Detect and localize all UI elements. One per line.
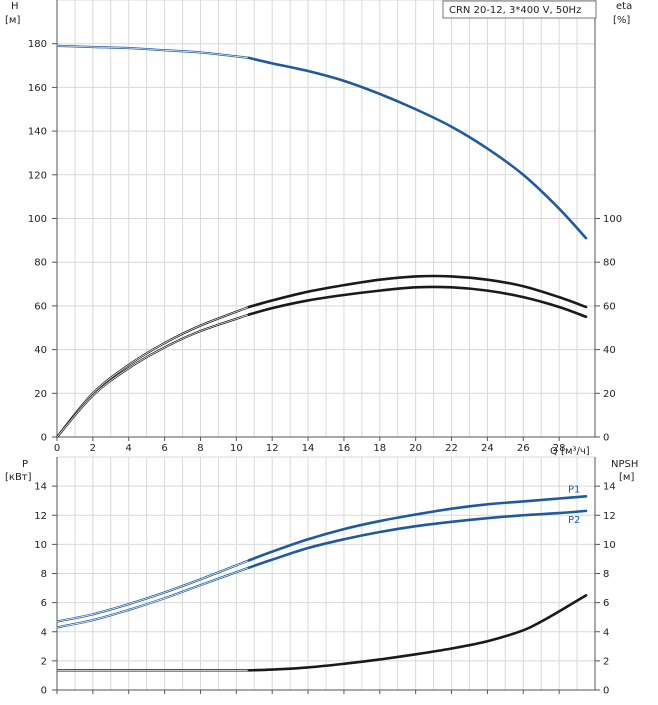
y-tick-label-left-bottom: 10 (34, 540, 47, 551)
curves (57, 46, 586, 670)
eta-upper-curve-extrapolated-inner (57, 307, 249, 437)
eta-upper-curve-extrapolated-outline (57, 307, 249, 437)
bottom-right-axis-title: NPSH (611, 459, 638, 470)
p1-curve-extrapolated-inner (57, 560, 249, 621)
x-axis-label: Q [м³/ч] (550, 446, 590, 457)
x-tick-label: 6 (161, 443, 167, 454)
x-tick-label: 8 (197, 443, 203, 454)
y-tick-label-right-bottom: 14 (603, 482, 616, 493)
h-curve-extrapolated-outline (57, 46, 249, 58)
y-tick-label-right-bottom: 10 (603, 540, 616, 551)
y-tick-label-left-bottom: 0 (41, 686, 47, 697)
y-tick-label-left-top: 100 (28, 214, 47, 225)
top-left-axis-title: H (11, 1, 19, 12)
y-tick-label-left-bottom: 8 (41, 569, 47, 580)
p1-label: P1 (568, 484, 580, 495)
y-tick-label-right-bottom: 4 (603, 627, 609, 638)
x-tick-label: 24 (481, 443, 494, 454)
legend-text: CRN 20-12, 3*400 V, 50Hz (449, 5, 581, 16)
p1-curve-extrapolated-outline (57, 560, 249, 621)
y-tick-label-left-top: 160 (28, 83, 47, 94)
y-tick-label-left-bottom: 2 (41, 656, 47, 667)
x-tick-label: 16 (338, 443, 351, 454)
x-tick-label: 12 (266, 443, 279, 454)
y-tick-label-right-top: 60 (603, 301, 616, 312)
x-tick-label: 18 (373, 443, 386, 454)
x-tick-label: 14 (302, 443, 315, 454)
y-tick-label-right-top: 0 (603, 433, 609, 444)
y-tick-label-right-top: 40 (603, 345, 616, 356)
y-tick-label-right-bottom: 8 (603, 569, 609, 580)
y-tick-label-left-top: 80 (34, 258, 47, 269)
bottom-left-axis-title: P (22, 459, 28, 470)
eta-lower-curve-extrapolated-inner (57, 315, 249, 437)
y-tick-label-left-top: 40 (34, 345, 47, 356)
eta-lower-curve (249, 287, 586, 317)
y-tick-label-left-top: 0 (41, 433, 47, 444)
x-tick-label: 22 (445, 443, 458, 454)
p2-curve (249, 511, 586, 568)
y-tick-label-left-bottom: 12 (34, 511, 47, 522)
y-tick-label-left-top: 120 (28, 170, 47, 181)
h-curve (249, 58, 586, 238)
y-tick-label-right-bottom: 0 (603, 686, 609, 697)
y-tick-label-right-bottom: 6 (603, 598, 609, 609)
top-left-axis-unit: [м] (5, 15, 20, 26)
top-right-axis-unit: [%] (613, 15, 630, 26)
p2-label: P2 (568, 515, 580, 526)
y-tick-label-right-bottom: 2 (603, 656, 609, 667)
top-right-axis-title: eta (616, 1, 632, 12)
y-tick-label-left-top: 140 (28, 127, 47, 138)
x-tick-label: 0 (54, 443, 60, 454)
y-tick-label-right-top: 100 (603, 214, 622, 225)
x-tick-label: 26 (517, 443, 530, 454)
bottom-right-axis-unit: [м] (619, 472, 634, 483)
y-tick-label-left-bottom: 4 (41, 627, 47, 638)
y-tick-label-left-bottom: 6 (41, 598, 47, 609)
grid-lines (57, 0, 595, 690)
bottom-left-axis-unit: [кВт] (5, 472, 32, 483)
npsh-curve (249, 595, 586, 670)
y-tick-label-left-top: 20 (34, 389, 47, 400)
x-tick-label: 4 (126, 443, 132, 454)
x-tick-label: 2 (90, 443, 96, 454)
y-tick-label-left-top: 60 (34, 301, 47, 312)
x-tick-label: 20 (409, 443, 422, 454)
y-tick-label-right-bottom: 12 (603, 511, 616, 522)
y-tick-label-right-top: 80 (603, 258, 616, 269)
y-tick-label-left-top: 180 (28, 39, 47, 50)
y-tick-label-right-top: 20 (603, 389, 616, 400)
y-tick-label-left-bottom: 14 (34, 482, 47, 493)
eta-lower-curve-extrapolated-outline (57, 315, 249, 437)
x-tick-label: 10 (230, 443, 243, 454)
